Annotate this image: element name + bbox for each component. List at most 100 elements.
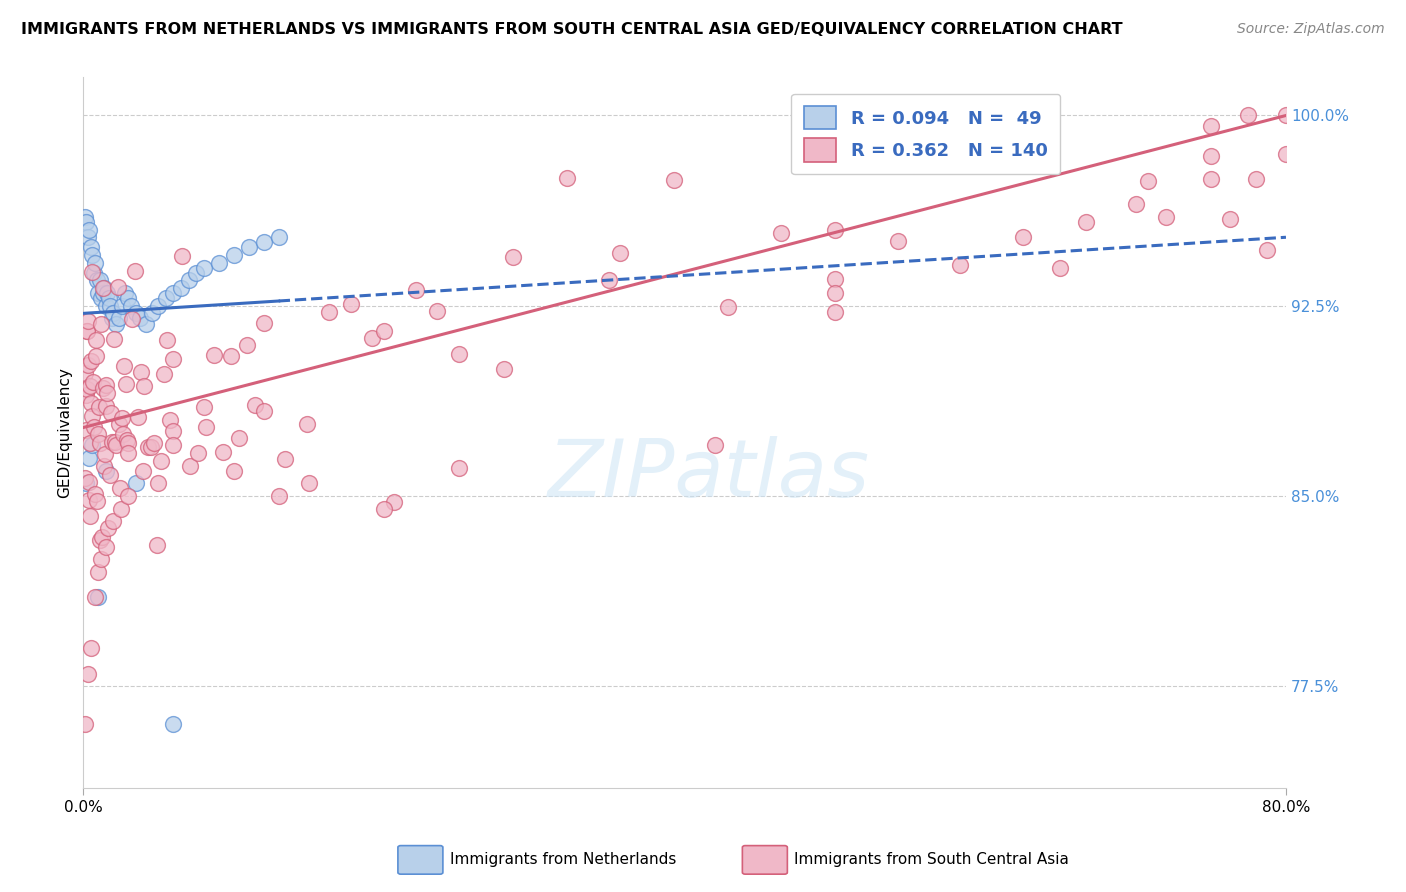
Point [79, 436, 101, 450]
Point [1256, 243, 1278, 257]
Point [238, 240, 260, 254]
Point [107, 280, 129, 294]
Point [77, 314, 100, 328]
Point [103, 515, 125, 529]
Point [94, 378, 117, 392]
Point [245, 398, 267, 412]
Point [1137, 174, 1160, 188]
Point [662, 173, 685, 187]
Point [82, 248, 104, 262]
Point [162, 438, 184, 452]
Point [274, 452, 297, 467]
Point [117, 489, 139, 503]
Point [76, 230, 98, 244]
Point [156, 333, 179, 347]
Point [253, 316, 276, 330]
Point [1012, 229, 1035, 244]
Point [87, 400, 110, 414]
Point [111, 299, 134, 313]
Point [86, 273, 108, 287]
Point [204, 347, 226, 361]
Point [298, 476, 321, 491]
Point [1199, 172, 1222, 186]
Point [94, 299, 117, 313]
Point [193, 401, 215, 415]
Point [1199, 119, 1222, 133]
Point [105, 438, 128, 452]
Point [162, 717, 184, 731]
Text: Source: ZipAtlas.com: Source: ZipAtlas.com [1237, 22, 1385, 37]
Point [94, 464, 117, 478]
Point [75, 215, 97, 229]
Point [75, 367, 97, 381]
Point [148, 299, 170, 313]
Point [949, 258, 972, 272]
Point [162, 286, 184, 301]
Point [79, 379, 101, 393]
Point [94, 399, 117, 413]
Point [1154, 210, 1177, 224]
Point [449, 461, 471, 475]
Point [405, 283, 427, 297]
Point [162, 424, 184, 438]
Point [90, 530, 112, 544]
Point [75, 423, 97, 437]
Point [94, 447, 117, 461]
Point [76, 358, 98, 372]
Point [100, 406, 122, 420]
Point [318, 305, 340, 319]
Point [112, 426, 135, 441]
Point [77, 475, 100, 489]
Point [1244, 172, 1267, 186]
Point [111, 410, 134, 425]
Point [134, 379, 156, 393]
Point [193, 260, 215, 275]
Point [361, 331, 384, 345]
Point [236, 338, 259, 352]
Point [117, 446, 139, 460]
Point [382, 495, 405, 509]
Point [1199, 149, 1222, 163]
Point [824, 271, 846, 285]
Point [104, 435, 127, 450]
Point [84, 255, 107, 269]
Point [339, 297, 361, 311]
Point [139, 440, 162, 454]
Point [75, 476, 97, 491]
Point [132, 464, 155, 478]
Point [179, 458, 201, 473]
Point [110, 481, 132, 495]
Point [79, 508, 101, 523]
Legend: R = 0.094   N =  49, R = 0.362   N = 140: R = 0.094 N = 49, R = 0.362 N = 140 [792, 94, 1060, 174]
Point [80, 409, 103, 424]
Point [170, 281, 193, 295]
Point [373, 324, 395, 338]
Point [98, 299, 121, 313]
Point [207, 255, 229, 269]
Point [494, 362, 516, 376]
Point [87, 427, 110, 442]
Point [1049, 260, 1071, 275]
Point [141, 306, 163, 320]
Point [124, 264, 146, 278]
Point [222, 248, 245, 262]
Point [73, 717, 96, 731]
Point [86, 350, 108, 364]
Point [105, 317, 128, 331]
Point [97, 521, 120, 535]
Point [108, 417, 131, 431]
Point [426, 304, 449, 318]
Point [1125, 197, 1147, 211]
Point [153, 368, 176, 382]
Point [84, 333, 107, 347]
Point [170, 249, 193, 263]
Point [222, 464, 245, 478]
Point [90, 291, 112, 305]
Point [80, 353, 103, 368]
Point [555, 170, 578, 185]
Point [155, 291, 177, 305]
Point [373, 501, 395, 516]
Point [73, 210, 96, 224]
Point [98, 467, 121, 482]
Point [110, 501, 132, 516]
